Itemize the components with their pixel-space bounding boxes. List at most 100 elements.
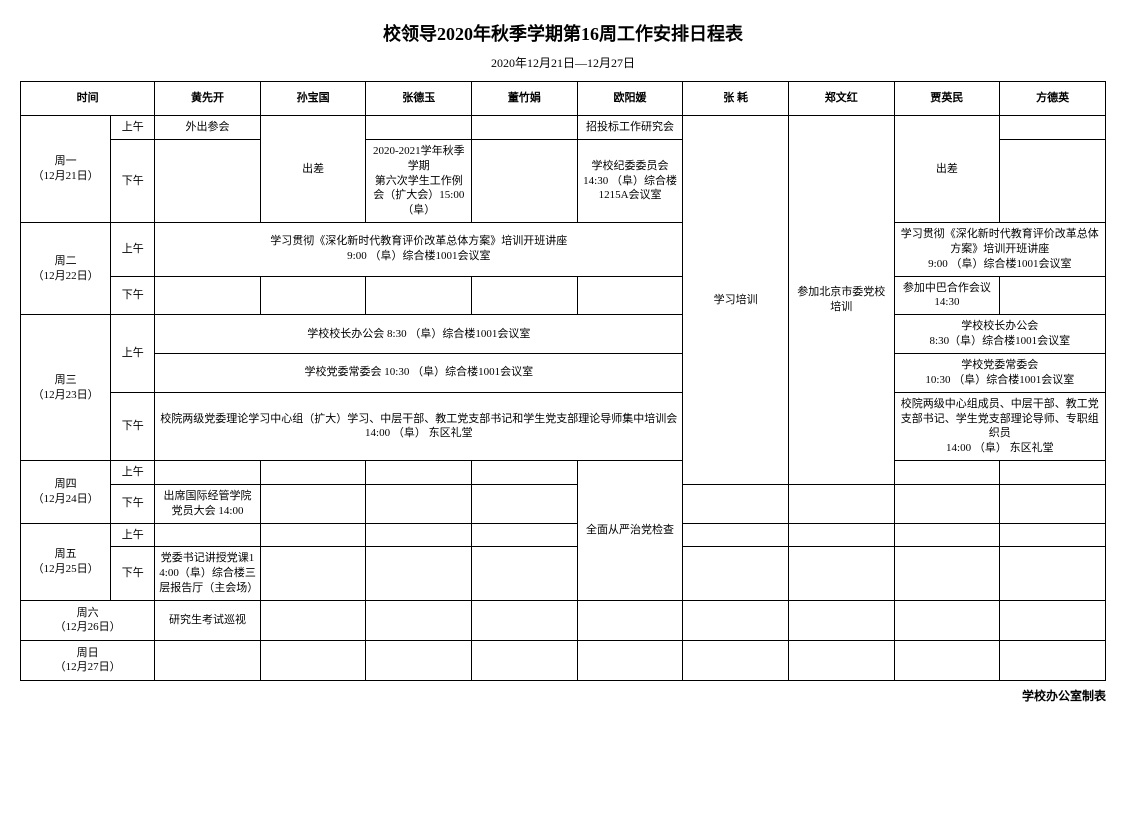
mon-pm-p4: 学校纪委委员会14:30 （阜）综合楼1215A会议室 — [577, 139, 683, 222]
tue-am-merge: 学习贯彻《深化新时代教育评价改革总体方案》培训开班讲座9:00 （阜）综合楼10… — [155, 223, 683, 277]
mon-am-p8 — [1000, 116, 1106, 140]
slot-am: 上午 — [111, 461, 155, 485]
sun-p6 — [788, 640, 894, 680]
slot-am: 上午 — [111, 223, 155, 277]
wed-am1-merge: 学校校长办公会 8:30 （阜）综合楼1001会议室 — [155, 315, 683, 354]
fri-pm-p2 — [366, 547, 472, 601]
wed-am1-right: 学校校长办公会8:30（阜）综合楼1001会议室 — [894, 315, 1105, 354]
slot-am: 上午 — [111, 523, 155, 547]
fri-am-p1 — [260, 523, 366, 547]
tue-pm-p7: 参加中巴合作会议14:30 — [894, 276, 1000, 315]
fri-pm-p6 — [788, 547, 894, 601]
header-row: 时间 黄先开 孙宝国 张德玉 董竹娟 欧阳媛 张 耗 郑文红 贾英民 方德英 — [21, 82, 1106, 116]
fri-pm-row: 下午 党委书记讲授党课14:00（阜）综合楼三层报告厅（主会场） — [21, 547, 1106, 601]
sat-p1 — [260, 600, 366, 640]
mon-am-p3 — [472, 116, 578, 140]
sat-p2 — [366, 600, 472, 640]
fri-am-p6 — [788, 523, 894, 547]
fri-am-p2 — [366, 523, 472, 547]
mon-am-p2 — [366, 116, 472, 140]
wed-am2-row: 学校党委常委会 10:30 （阜）综合楼1001会议室 学校党委常委会10:30… — [21, 353, 1106, 392]
wed-am2-right: 学校党委常委会10:30 （阜）综合楼1001会议室 — [894, 353, 1105, 392]
fri-am-p7 — [894, 523, 1000, 547]
wed-pm-merge: 校院两级党委理论学习中心组（扩大）学习、中层干部、教工党支部书记和学生党支部理论… — [155, 392, 683, 460]
thfr-p4: 全面从严治党检查 — [577, 461, 683, 601]
thu-pm-p0: 出席国际经管学院党员大会 14:00 — [155, 484, 261, 523]
sat-row: 周六（12月26日） 研究生考试巡视 — [21, 600, 1106, 640]
thu-pm-p1 — [260, 484, 366, 523]
thu-am-p0 — [155, 461, 261, 485]
fri-am-p8 — [1000, 523, 1106, 547]
fri-pm-p8 — [1000, 547, 1106, 601]
day-thu: 周四（12月24日） — [21, 461, 111, 524]
day-tue: 周二（12月22日） — [21, 223, 111, 315]
fri-am-p3 — [472, 523, 578, 547]
header-person-1: 孙宝国 — [260, 82, 366, 116]
header-person-5: 张 耗 — [683, 82, 789, 116]
sun-p0 — [155, 640, 261, 680]
sun-p4 — [577, 640, 683, 680]
header-time: 时间 — [21, 82, 155, 116]
tue-pm-p1 — [260, 276, 366, 315]
slot-pm: 下午 — [111, 547, 155, 601]
schedule-table: 时间 黄先开 孙宝国 张德玉 董竹娟 欧阳媛 张 耗 郑文红 贾英民 方德英 周… — [20, 81, 1106, 681]
mon-am-row: 周一（12月21日） 上午 外出参会 出差 招投标工作研究会 学习培训 参加北京… — [21, 116, 1106, 140]
thu-am-row: 周四（12月24日） 上午 全面从严治党检查 — [21, 461, 1106, 485]
header-person-7: 贾英民 — [894, 82, 1000, 116]
slot-am: 上午 — [111, 116, 155, 140]
header-person-6: 郑文红 — [788, 82, 894, 116]
sun-p2 — [366, 640, 472, 680]
day-mon: 周一（12月21日） — [21, 116, 111, 223]
mon-am-p0: 外出参会 — [155, 116, 261, 140]
sat-p4 — [577, 600, 683, 640]
slot-pm: 下午 — [111, 139, 155, 222]
tue-pm-p2 — [366, 276, 472, 315]
tue-pm-p0 — [155, 276, 261, 315]
fri-pm-p7 — [894, 547, 1000, 601]
mon-p7: 出差 — [894, 116, 1000, 223]
tue-am-row: 周二（12月22日） 上午 学习贯彻《深化新时代教育评价改革总体方案》培训开班讲… — [21, 223, 1106, 277]
slot-pm: 下午 — [111, 392, 155, 460]
fri-pm-p5 — [683, 547, 789, 601]
p5-span: 学习培训 — [683, 116, 789, 485]
header-person-2: 张德玉 — [366, 82, 472, 116]
fri-pm-p1 — [260, 547, 366, 601]
thu-pm-p5 — [683, 484, 789, 523]
fri-am-p0 — [155, 523, 261, 547]
header-person-4: 欧阳媛 — [577, 82, 683, 116]
date-range: 2020年12月21日—12月27日 — [20, 54, 1106, 71]
thu-pm-p2 — [366, 484, 472, 523]
wed-pm-row: 下午 校院两级党委理论学习中心组（扩大）学习、中层干部、教工党支部书记和学生党支… — [21, 392, 1106, 460]
thu-am-p1 — [260, 461, 366, 485]
day-wed: 周三（12月23日） — [21, 315, 111, 461]
thu-am-p3 — [472, 461, 578, 485]
thu-pm-row: 下午 出席国际经管学院党员大会 14:00 — [21, 484, 1106, 523]
thu-pm-p6 — [788, 484, 894, 523]
thu-pm-p7 — [894, 484, 1000, 523]
sat-p8 — [1000, 600, 1106, 640]
sat-p5 — [683, 600, 789, 640]
mon-p1: 出差 — [260, 116, 366, 223]
slot-pm: 下午 — [111, 484, 155, 523]
mon-pm-p3 — [472, 139, 578, 222]
thu-am-p7 — [894, 461, 1000, 485]
sun-p7 — [894, 640, 1000, 680]
sat-p6 — [788, 600, 894, 640]
fri-am-row: 周五（12月25日） 上午 — [21, 523, 1106, 547]
tue-pm-row: 下午 参加中巴合作会议14:30 — [21, 276, 1106, 315]
header-person-3: 董竹娟 — [472, 82, 578, 116]
header-person-0: 黄先开 — [155, 82, 261, 116]
tue-pm-p3 — [472, 276, 578, 315]
sun-p1 — [260, 640, 366, 680]
sun-p3 — [472, 640, 578, 680]
footer-text: 学校办公室制表 — [20, 687, 1106, 704]
thu-pm-p8 — [1000, 484, 1106, 523]
day-sat: 周六（12月26日） — [21, 600, 155, 640]
sat-p0: 研究生考试巡视 — [155, 600, 261, 640]
sat-p7 — [894, 600, 1000, 640]
thu-pm-p3 — [472, 484, 578, 523]
wed-am1-row: 周三（12月23日） 上午 学校校长办公会 8:30 （阜）综合楼1001会议室… — [21, 315, 1106, 354]
fri-pm-p3 — [472, 547, 578, 601]
thu-am-p8 — [1000, 461, 1106, 485]
fri-pm-p0: 党委书记讲授党课14:00（阜）综合楼三层报告厅（主会场） — [155, 547, 261, 601]
